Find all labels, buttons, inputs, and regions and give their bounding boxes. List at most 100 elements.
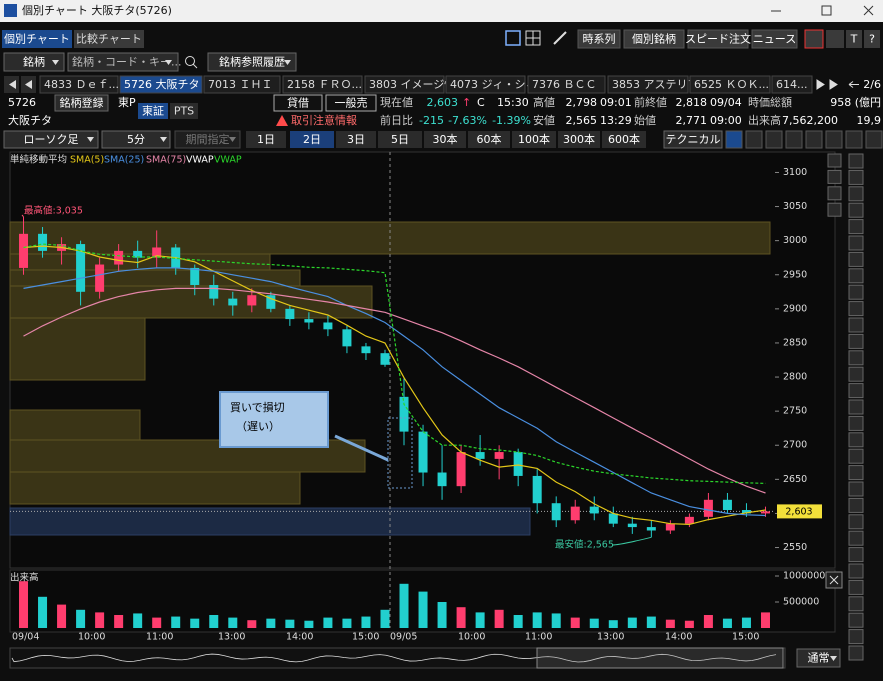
ticker-tab-box[interactable]	[527, 75, 606, 94]
tool-icon[interactable]	[725, 130, 743, 149]
side-tool[interactable]	[848, 153, 864, 169]
draw-icon[interactable]	[553, 31, 567, 45]
side-tool[interactable]	[848, 169, 864, 185]
ticker-tab-box[interactable]	[771, 75, 813, 94]
side-tool[interactable]	[848, 514, 864, 530]
tab-box[interactable]	[2, 30, 72, 48]
tool-icon[interactable]	[805, 130, 823, 149]
side-tool[interactable]	[848, 251, 864, 267]
side-tool[interactable]	[848, 448, 864, 464]
tool-icon[interactable]	[745, 130, 763, 149]
ticker-tab-box[interactable]	[689, 75, 771, 94]
side-tool[interactable]	[848, 366, 864, 382]
range-button-box[interactable]	[602, 131, 646, 148]
quote-change: -215	[419, 114, 444, 127]
tab-box[interactable]	[74, 30, 144, 48]
ticker-tab-box[interactable]	[607, 75, 689, 94]
maximize-button[interactable]	[821, 5, 832, 16]
top-button-box[interactable]	[623, 29, 685, 49]
side-tool[interactable]	[827, 186, 842, 201]
tool-icon[interactable]	[825, 130, 843, 149]
ticker-tab-box[interactable]	[364, 75, 445, 94]
side-tool[interactable]	[848, 235, 864, 251]
register-button-box[interactable]	[54, 94, 109, 112]
side-tool[interactable]	[827, 153, 842, 168]
period-select-box[interactable]	[174, 130, 241, 149]
ticker-tab-box[interactable]	[203, 75, 281, 94]
side-tool[interactable]	[848, 465, 864, 481]
ticker-tab-box[interactable]	[445, 75, 526, 94]
tool-icon[interactable]	[865, 130, 883, 149]
nav-next[interactable]	[816, 79, 859, 90]
side-tool[interactable]	[848, 333, 864, 349]
top-button-box[interactable]	[687, 29, 749, 49]
range-button-box[interactable]	[424, 131, 466, 148]
side-tool[interactable]	[848, 383, 864, 399]
side-tool[interactable]	[848, 563, 864, 579]
ticker-tab-box[interactable]	[39, 75, 119, 94]
top-button-box[interactable]	[577, 29, 621, 49]
ticker-tab-box[interactable]	[282, 75, 363, 94]
search-icon[interactable]	[185, 56, 195, 66]
tool-icon[interactable]	[845, 130, 863, 149]
history-select-box[interactable]	[207, 52, 297, 72]
indicator-line	[23, 243, 766, 484]
candle-body	[646, 527, 656, 531]
warning-link[interactable]: 取引注意情報	[291, 113, 357, 127]
search-icon-handle	[192, 63, 198, 69]
range-button-box[interactable]	[290, 131, 334, 148]
scroll-window[interactable]	[536, 647, 784, 669]
search-input[interactable]	[67, 52, 179, 72]
tool-icon[interactable]	[765, 130, 783, 149]
range-button-box[interactable]	[378, 131, 422, 148]
side-tool[interactable]	[848, 186, 864, 202]
side-tool[interactable]	[848, 399, 864, 415]
range-button-box[interactable]	[512, 131, 556, 148]
side-tool[interactable]	[848, 432, 864, 448]
side-tool[interactable]	[848, 202, 864, 218]
side-tool[interactable]	[848, 219, 864, 235]
side-tool[interactable]	[848, 612, 864, 628]
side-tool[interactable]	[848, 350, 864, 366]
ticker-tab-box[interactable]	[119, 75, 203, 94]
side-tool[interactable]	[848, 268, 864, 284]
chart-type-select-box[interactable]	[3, 130, 99, 149]
side-tool[interactable]	[848, 415, 864, 431]
layout-icon[interactable]	[505, 30, 521, 46]
side-tool[interactable]	[848, 629, 864, 645]
grid-icon[interactable]	[525, 30, 541, 46]
scroll-mode-box[interactable]	[796, 648, 841, 668]
side-tool[interactable]	[848, 301, 864, 317]
side-tool[interactable]	[827, 169, 842, 184]
side-tool[interactable]	[848, 579, 864, 595]
close-button[interactable]	[863, 5, 874, 16]
volume-bar	[380, 609, 390, 628]
range-button-box[interactable]	[246, 131, 286, 148]
technical-button-box[interactable]	[663, 130, 723, 149]
side-tool[interactable]	[848, 481, 864, 497]
margin-badge-box[interactable]	[273, 94, 323, 112]
side-tool[interactable]	[848, 596, 864, 612]
side-tool[interactable]	[848, 547, 864, 563]
side-tool[interactable]	[848, 645, 864, 661]
pts-tab-box[interactable]	[170, 103, 198, 119]
range-button-box[interactable]	[468, 131, 510, 148]
eraser-icon[interactable]	[826, 30, 844, 48]
interval-select-box[interactable]	[101, 130, 171, 149]
exchange-tab-box[interactable]	[138, 103, 168, 119]
side-tool[interactable]	[848, 317, 864, 333]
tool-icon[interactable]	[785, 130, 803, 149]
general-badge-box[interactable]	[325, 94, 377, 112]
range-button-box[interactable]	[558, 131, 600, 148]
side-tool[interactable]	[848, 284, 864, 300]
top-button-box[interactable]	[751, 29, 798, 49]
text-icon-box[interactable]	[846, 30, 862, 48]
help-icon-box[interactable]	[864, 30, 880, 48]
side-tool[interactable]	[848, 530, 864, 546]
symbol-select-box[interactable]	[3, 52, 65, 72]
indicator-line	[23, 245, 766, 526]
side-tool[interactable]	[848, 497, 864, 513]
link-icon[interactable]	[804, 29, 824, 49]
range-button-box[interactable]	[336, 131, 376, 148]
side-tool[interactable]	[827, 202, 842, 217]
